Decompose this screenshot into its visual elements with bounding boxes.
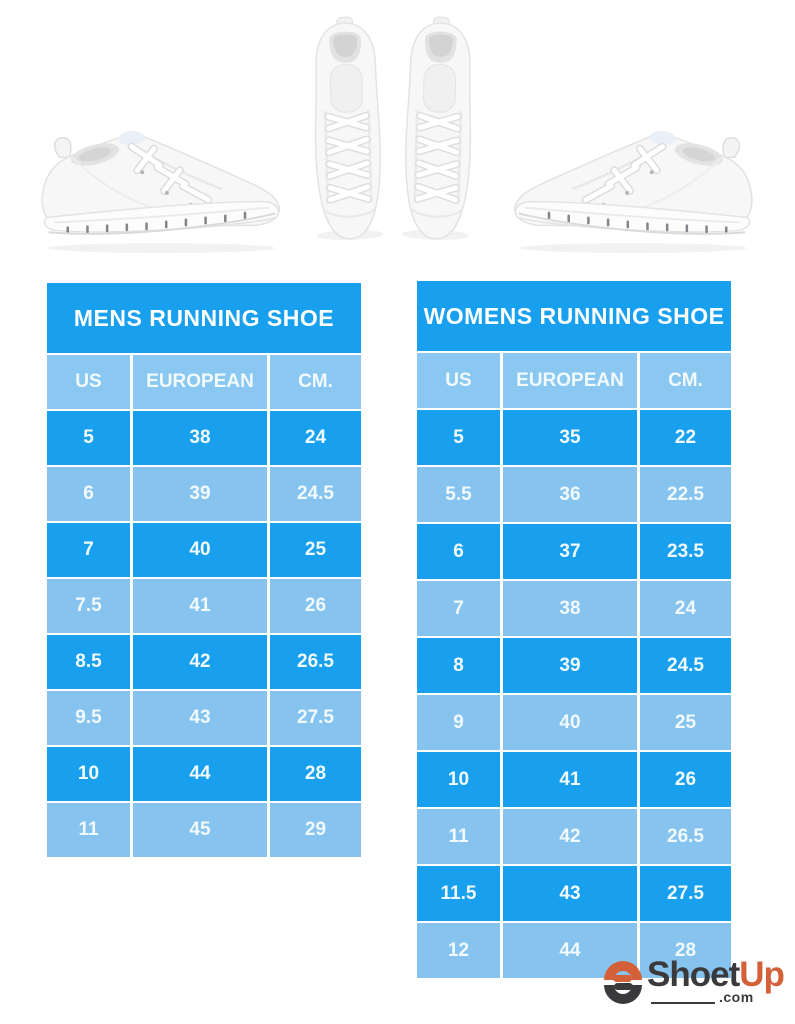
right-shoe-side-view-photo <box>505 116 761 256</box>
size-value-cell: 27.5 <box>640 866 731 921</box>
size-value-cell: 25 <box>640 695 731 750</box>
size-value-cell: 42 <box>503 809 637 864</box>
size-value-cell: 23.5 <box>640 524 731 579</box>
size-value-cell: 28 <box>640 923 731 978</box>
logo-brand-accent-text: Up <box>739 955 785 994</box>
center-shoes-top-view-photo <box>299 12 487 252</box>
column-header: US <box>417 353 500 408</box>
mens-table-grid: US EUROPEAN CM. 5 38 24 6 39 24.5 7 40 25 7.5 41 26 8.5… <box>47 355 361 857</box>
size-value-cell: 11 <box>417 809 500 864</box>
size-value-cell: 26 <box>640 752 731 807</box>
size-value-cell: 26.5 <box>640 809 731 864</box>
size-value-cell: 26.5 <box>270 635 361 689</box>
size-value-cell: 39 <box>503 638 637 693</box>
size-value-cell: 10 <box>417 752 500 807</box>
size-value-cell: 24.5 <box>270 467 361 521</box>
size-value-cell: 44 <box>503 923 637 978</box>
logo-wordmark: ShoetUp <box>647 953 785 997</box>
size-value-cell: 29 <box>270 803 361 857</box>
size-value-cell: 26 <box>270 579 361 633</box>
logo-domain-suffix: .com <box>719 989 754 1005</box>
size-value-cell: 7 <box>417 581 500 636</box>
logo-underline <box>651 1002 715 1004</box>
column-header: US <box>47 355 130 409</box>
size-value-cell: 43 <box>503 866 637 921</box>
size-value-cell: 22.5 <box>640 467 731 522</box>
size-value-cell: 7 <box>47 523 130 577</box>
size-value-cell: 25 <box>270 523 361 577</box>
mens-size-chart: MENS RUNNING SHOE US EUROPEAN CM. 5 38 24 6 39 2… <box>47 283 361 857</box>
size-value-cell: 41 <box>503 752 637 807</box>
size-value-cell: 27.5 <box>270 691 361 745</box>
size-value-cell: 42 <box>133 635 267 689</box>
womens-table-title: WOMENS RUNNING SHOE <box>417 281 731 351</box>
size-value-cell: 24.5 <box>640 638 731 693</box>
size-value-cell: 5 <box>417 410 500 465</box>
size-value-cell: 41 <box>133 579 267 633</box>
mens-table-title: MENS RUNNING SHOE <box>47 283 361 353</box>
womens-size-chart: WOMENS RUNNING SHOE US EUROPEAN CM. 5 35 22 5.… <box>417 281 731 978</box>
size-value-cell: 38 <box>133 411 267 465</box>
logo-brand-text: Shoet <box>647 955 740 994</box>
size-value-cell: 9 <box>417 695 500 750</box>
shoetup-logo: ShoetUp .com <box>601 955 795 1017</box>
size-value-cell: 8 <box>417 638 500 693</box>
size-value-cell: 7.5 <box>47 579 130 633</box>
size-value-cell: 43 <box>133 691 267 745</box>
size-value-cell: 45 <box>133 803 267 857</box>
size-value-cell: 35 <box>503 410 637 465</box>
column-header: CM. <box>640 353 731 408</box>
size-value-cell: 22 <box>640 410 731 465</box>
size-value-cell: 38 <box>503 581 637 636</box>
womens-table-grid: US EUROPEAN CM. 5 35 22 5.5 36 22.5 6 37 23.5 7 38 24 8… <box>417 353 731 978</box>
column-header: CM. <box>270 355 361 409</box>
size-value-cell: 28 <box>270 747 361 801</box>
size-value-cell: 6 <box>47 467 130 521</box>
size-value-cell: 39 <box>133 467 267 521</box>
size-value-cell: 24 <box>270 411 361 465</box>
size-value-cell: 36 <box>503 467 637 522</box>
size-value-cell: 9.5 <box>47 691 130 745</box>
size-value-cell: 11.5 <box>417 866 500 921</box>
size-value-cell: 44 <box>133 747 267 801</box>
size-value-cell: 11 <box>47 803 130 857</box>
column-header: EUROPEAN <box>503 353 637 408</box>
size-value-cell: 10 <box>47 747 130 801</box>
shoetup-s-icon <box>604 961 642 1004</box>
size-value-cell: 5 <box>47 411 130 465</box>
size-value-cell: 12 <box>417 923 500 978</box>
size-value-cell: 8.5 <box>47 635 130 689</box>
size-value-cell: 40 <box>503 695 637 750</box>
size-value-cell: 5.5 <box>417 467 500 522</box>
column-header: EUROPEAN <box>133 355 267 409</box>
left-shoe-side-view-photo <box>33 116 289 256</box>
size-value-cell: 6 <box>417 524 500 579</box>
size-value-cell: 24 <box>640 581 731 636</box>
size-value-cell: 40 <box>133 523 267 577</box>
size-value-cell: 37 <box>503 524 637 579</box>
